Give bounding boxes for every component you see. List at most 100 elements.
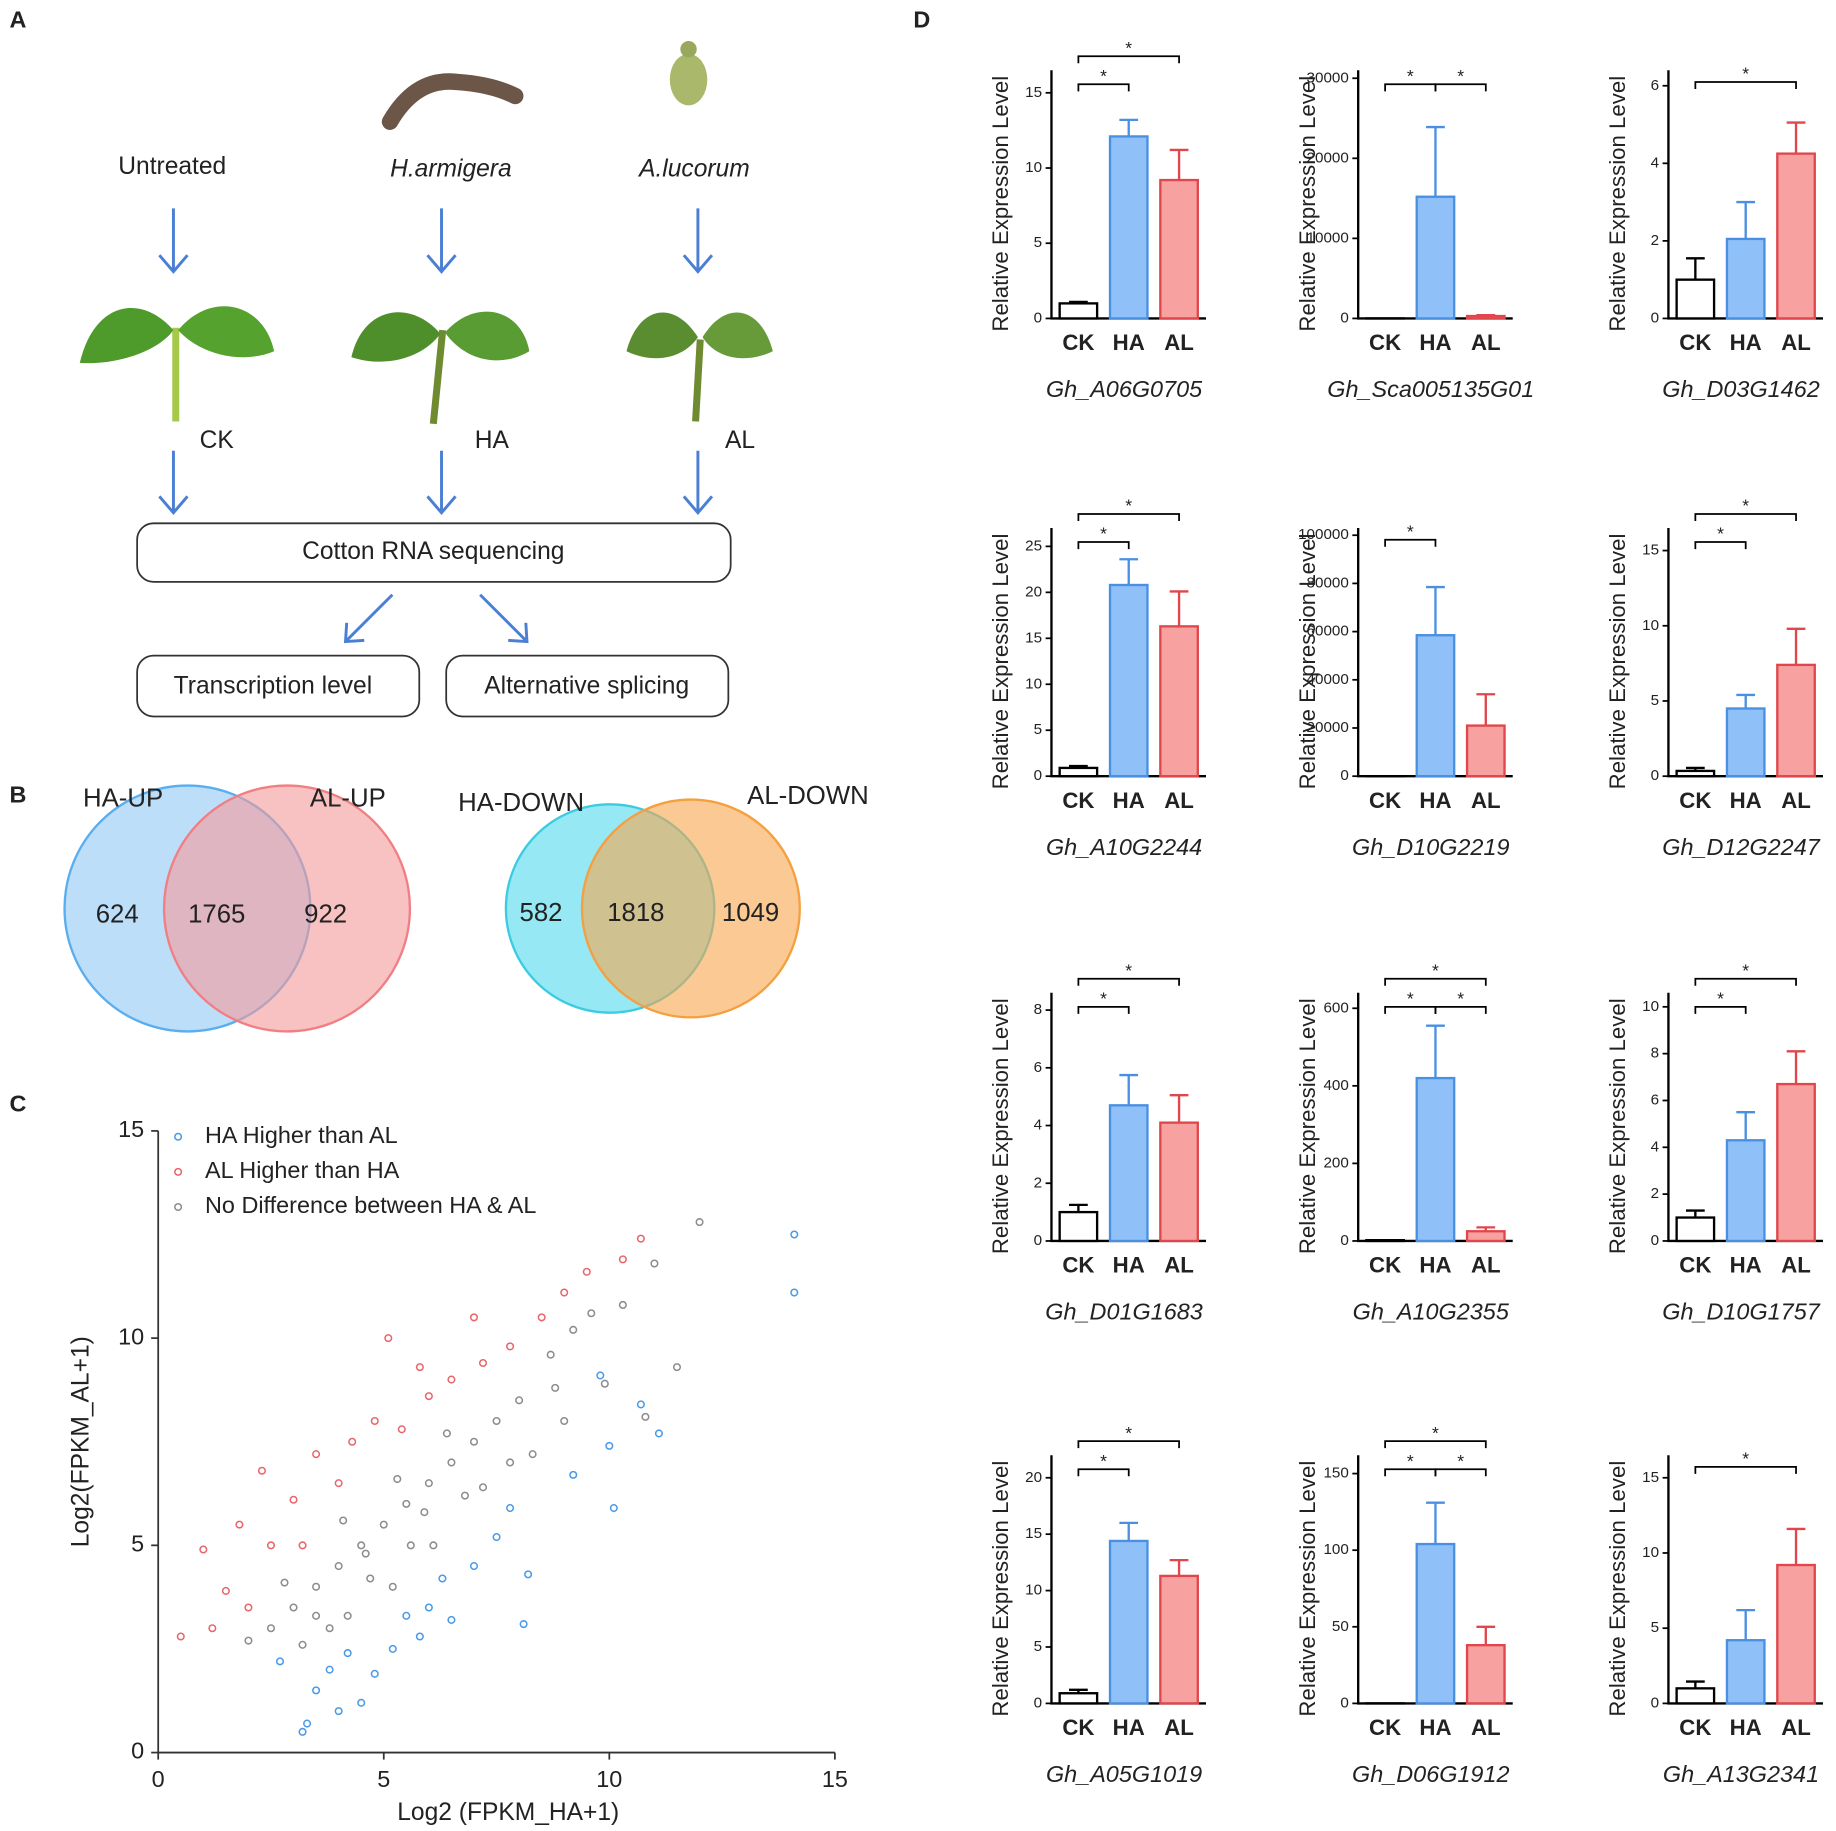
data-point — [438, 1574, 447, 1583]
gene-name: Gh_D03G1462 — [1662, 376, 1819, 402]
y-tick-label: 15 — [1025, 84, 1042, 101]
error-bar — [1736, 200, 1756, 239]
data-point — [312, 1450, 321, 1459]
y-tick-label: 4 — [1651, 1138, 1660, 1155]
x-tick-label: AL — [1781, 788, 1811, 813]
error-bar — [1119, 1073, 1139, 1106]
y-tick-label: 15 — [1642, 542, 1659, 559]
error-bar — [1069, 300, 1088, 304]
data-point — [587, 1309, 596, 1318]
panel-label: C — [10, 1090, 27, 1116]
significance-bracket — [1384, 1440, 1487, 1449]
bar — [1725, 1139, 1766, 1243]
legend-label: AL Higher than HA — [205, 1157, 400, 1183]
arrow — [343, 593, 529, 644]
significance-label: * — [1100, 988, 1107, 1008]
gene-name: Gh_D12G2247 — [1662, 834, 1820, 860]
significance-label: * — [1100, 1451, 1107, 1471]
x-tick-label: 0 — [152, 1766, 165, 1792]
treatment-label: A.lucorum — [637, 155, 750, 182]
data-point — [672, 1363, 682, 1372]
aphid-icon — [680, 40, 697, 58]
y-tick-label: 15 — [1642, 1469, 1659, 1486]
bar — [1159, 625, 1199, 778]
x-tick-label: HA — [1730, 788, 1762, 813]
error-bar — [1426, 1501, 1445, 1545]
data-point — [569, 1470, 578, 1479]
venn-set-label: AL-UP — [310, 784, 386, 812]
venn-count: 582 — [520, 899, 563, 927]
data-point — [442, 1429, 451, 1438]
y-axis-label: Relative Expression Level — [1605, 998, 1630, 1254]
y-tick-label: 50 — [1332, 1618, 1349, 1635]
x-tick-label: 5 — [377, 1766, 390, 1792]
sample-label: AL — [725, 427, 755, 454]
data-point — [469, 1562, 479, 1571]
bar — [1108, 583, 1149, 778]
data-point — [469, 1437, 479, 1446]
bar — [1159, 1574, 1199, 1705]
data-point — [406, 1541, 415, 1550]
legend-marker — [174, 1132, 183, 1141]
data-point — [325, 1624, 334, 1633]
significance-label: * — [1717, 524, 1724, 544]
bar — [1058, 1210, 1099, 1243]
bar — [1776, 1082, 1816, 1243]
x-tick-label: AL — [1164, 330, 1194, 355]
venn-count: 624 — [96, 900, 139, 928]
gene-name: Gh_A10G2355 — [1353, 1299, 1510, 1325]
data-point — [343, 1611, 352, 1620]
bar — [1465, 724, 1506, 778]
bar — [1675, 769, 1716, 778]
x-tick-label: AL — [1471, 788, 1501, 813]
significance-label: * — [1432, 1423, 1439, 1443]
bar-chart: 0 2 4 6 Relative Expression Level CK HA AL * Gh_D… — [1605, 64, 1823, 402]
y-tick-label: 20000 — [1307, 149, 1349, 166]
bar — [1058, 1692, 1099, 1705]
data-point — [478, 1358, 488, 1368]
bar — [1415, 1076, 1456, 1243]
treatment-label: Untreated — [118, 153, 226, 180]
y-axis-label: Relative Expression Level — [988, 1461, 1013, 1717]
bar — [1675, 1687, 1716, 1705]
y-tick-label: 2 — [1034, 1174, 1042, 1191]
y-tick-label: 0 — [1034, 1694, 1042, 1711]
x-tick-label: HA — [1113, 1253, 1145, 1278]
significance-label: * — [1100, 524, 1107, 544]
data-point — [312, 1611, 321, 1620]
y-tick-label: 0 — [1651, 309, 1659, 326]
data-point — [334, 1707, 343, 1716]
x-tick-label: AL — [1471, 1253, 1501, 1278]
data-point — [343, 1649, 352, 1658]
significance-label: * — [1742, 64, 1749, 84]
error-bar — [1736, 1111, 1756, 1141]
y-tick-label: 20000 — [1307, 719, 1349, 736]
data-point — [650, 1259, 659, 1268]
gene-name: Gh_A06G0705 — [1046, 376, 1203, 402]
bar — [1058, 766, 1099, 778]
process-box — [136, 522, 732, 583]
y-axis-label: Relative Expression Level — [1295, 76, 1320, 332]
x-tick-label: CK — [1679, 1715, 1711, 1740]
significance-label: * — [1407, 1451, 1414, 1471]
axis-line — [157, 1130, 835, 1754]
error-bar — [1119, 1521, 1139, 1541]
data-point — [312, 1582, 321, 1591]
venn-set-label: HA-DOWN — [458, 789, 584, 817]
significance-bracket — [1694, 513, 1797, 521]
x-tick-label: AL — [1471, 1715, 1501, 1740]
data-point — [641, 1412, 650, 1421]
data-point — [447, 1615, 456, 1624]
x-tick-label: CK — [1679, 330, 1711, 355]
x-tick-label: CK — [1369, 1715, 1401, 1740]
y-tick-label: 10 — [1642, 998, 1659, 1015]
data-point — [654, 1429, 663, 1438]
y-tick-label: 0 — [1651, 767, 1659, 784]
data-point — [424, 1603, 433, 1612]
data-point — [266, 1541, 276, 1550]
error-bar — [1426, 125, 1445, 197]
gene-name: Gh_A05G1019 — [1046, 1761, 1202, 1787]
x-tick-label: HA — [1419, 1253, 1451, 1278]
significance-bracket — [1077, 513, 1180, 521]
